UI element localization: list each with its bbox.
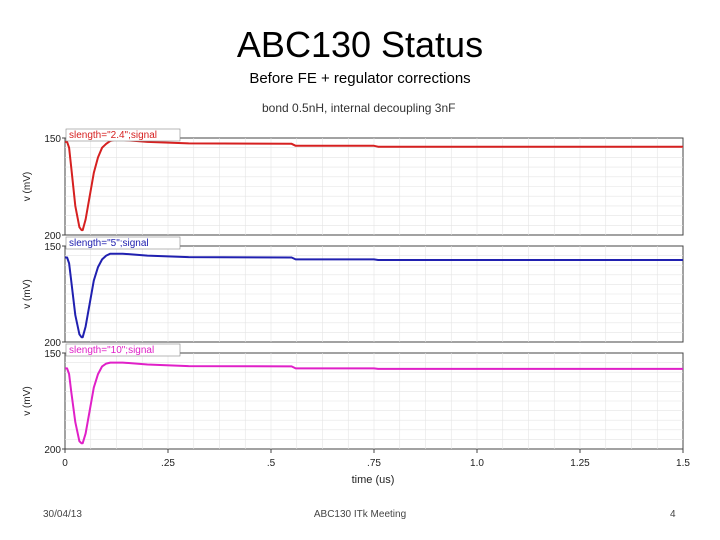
legend-label: slength="5";signal [69, 238, 149, 249]
x-tick-label: .75 [367, 458, 381, 469]
y-tick-label: 150 [44, 242, 61, 253]
legend-label: slength="2.4";signal [69, 130, 157, 141]
series-line [65, 138, 683, 232]
series-line [65, 252, 683, 339]
y-tick-label: 150 [44, 134, 61, 145]
x-tick-label: 1.5 [676, 458, 690, 469]
y-axis-label: v (mV) [22, 386, 33, 415]
legend-box [65, 128, 181, 142]
page-number: 4 [670, 509, 676, 520]
y-tick-label: 150 [44, 349, 61, 360]
x-tick-label: .25 [161, 458, 175, 469]
footer-date: 30/04/13 [43, 509, 82, 520]
y-tick-label: 200 [44, 231, 61, 242]
y-tick-label: 200 [44, 445, 61, 456]
legend-label: slength="10";signal [69, 345, 154, 356]
x-axis-label: time (us) [352, 474, 395, 486]
y-axis-label: v (mV) [22, 279, 33, 308]
legend-box [65, 236, 181, 250]
slide-title: ABC130 Status [236, 24, 484, 65]
legend-box [65, 343, 181, 357]
x-tick-label: 0 [62, 458, 68, 469]
y-axis-label: v (mV) [22, 172, 33, 201]
x-tick-label: 1.0 [470, 458, 484, 469]
y-tick-label: 200 [44, 338, 61, 349]
footer-meeting: ABC130 ITk Meeting [313, 509, 407, 520]
x-tick-label: 1.25 [570, 458, 590, 469]
plot-caption: bond 0.5nH, internal decoupling 3nF [262, 101, 456, 115]
series-line [65, 361, 683, 445]
slide-subtitle: Before FE + regulator corrections [249, 70, 471, 87]
x-tick-label: .5 [267, 458, 276, 469]
